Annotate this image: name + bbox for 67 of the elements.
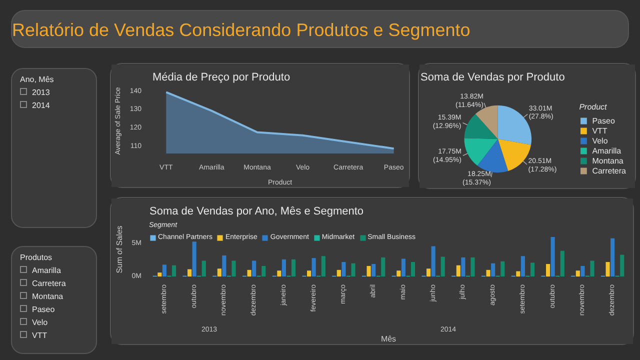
y-axis-title: Sum of Sales <box>114 226 124 274</box>
bar <box>158 272 162 276</box>
bar <box>342 262 346 276</box>
bar <box>520 256 525 276</box>
chart-title: Média de Preço por Produto <box>152 72 290 84</box>
bar <box>610 238 615 276</box>
bar <box>252 260 256 276</box>
bar <box>440 256 445 276</box>
bar <box>410 262 416 276</box>
bar <box>277 270 282 276</box>
chart-title: Soma de Vendas por Ano, Mês e Segmento <box>150 206 364 218</box>
bar <box>486 270 490 276</box>
legend-label: Paseo <box>592 116 615 125</box>
category-label: Velo <box>31 317 49 328</box>
bar <box>307 270 312 276</box>
bar <box>222 255 226 276</box>
bar <box>262 266 266 276</box>
bar <box>321 256 326 276</box>
category-label: Amarilla <box>31 265 62 276</box>
bar <box>426 268 431 276</box>
bar <box>202 260 206 276</box>
bar <box>282 259 286 276</box>
bar <box>401 258 406 276</box>
bar <box>500 261 505 276</box>
bar <box>590 260 594 276</box>
bar <box>217 268 222 276</box>
bar <box>247 270 252 276</box>
bar <box>351 263 356 276</box>
legend-title: Product <box>579 102 608 111</box>
legend-label: Amarilla <box>592 146 622 155</box>
chart-title: Soma de Vendas por Produto <box>420 72 565 84</box>
bar <box>188 269 192 276</box>
bar <box>470 257 475 276</box>
legend-label: Velo <box>592 136 609 145</box>
bar <box>162 264 166 276</box>
legend-label: Montana <box>592 156 624 165</box>
bar <box>580 266 585 276</box>
bar <box>431 246 436 276</box>
category-label: VTT <box>31 330 48 341</box>
bar <box>461 257 466 276</box>
bar <box>312 258 316 276</box>
bar <box>606 262 610 276</box>
text: Produtos <box>20 253 52 262</box>
bar <box>336 270 341 276</box>
bar <box>516 271 520 276</box>
bar <box>576 270 580 276</box>
text: Ano, Mês <box>20 75 54 84</box>
bar <box>530 262 535 276</box>
bar <box>560 250 564 276</box>
bar <box>491 263 496 276</box>
bar <box>172 265 176 276</box>
bar <box>456 265 460 276</box>
bar <box>232 260 236 276</box>
text: Relatório de Vendas Considerando Produtos e Segmento <box>12 19 470 42</box>
bar <box>620 254 624 276</box>
bar <box>381 257 386 276</box>
bar <box>291 259 296 276</box>
bar <box>550 236 555 276</box>
bar <box>372 264 376 276</box>
bar <box>396 270 401 276</box>
x-axis-title: Mês <box>380 334 396 344</box>
category-label: 2014 <box>31 100 51 111</box>
legend-label: VTT <box>592 126 608 135</box>
bar <box>366 266 371 276</box>
category-label: 2013 <box>31 87 51 98</box>
bar <box>546 264 550 276</box>
bar <box>192 242 196 276</box>
